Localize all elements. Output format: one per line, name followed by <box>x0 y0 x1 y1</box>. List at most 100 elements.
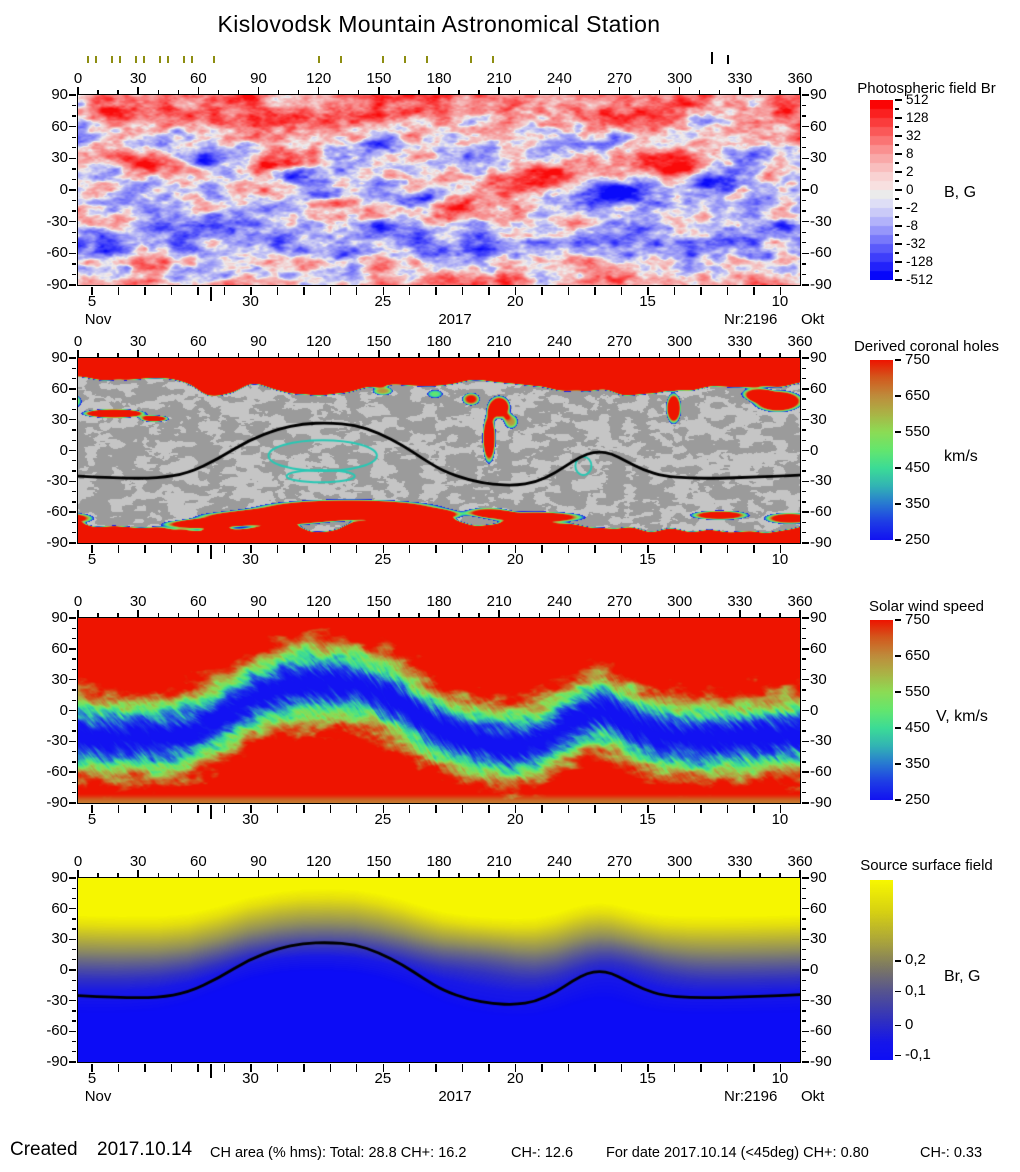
date-axis-day-tick <box>356 287 358 295</box>
y-axis-tick-right <box>802 273 806 276</box>
y-axis-label-left: -30 <box>46 472 68 490</box>
x-axis-tick <box>197 350 200 357</box>
colorbar-minor-tick <box>895 270 899 272</box>
x-axis-tick <box>77 87 79 94</box>
x-axis-tick-label: 90 <box>250 70 267 87</box>
colorbar-minor-tick <box>895 198 899 200</box>
x-axis-tick <box>578 613 581 617</box>
date-axis-label: 20 <box>506 293 524 310</box>
y-axis-tick-left <box>72 377 76 380</box>
y-axis-tick-left <box>72 210 76 212</box>
y-axis-tick-right <box>802 802 809 804</box>
x-axis-tick <box>779 353 781 357</box>
date-axis-day-tick <box>170 1064 173 1072</box>
y-axis-tick-left <box>72 959 76 961</box>
y-axis-tick-left <box>72 897 76 900</box>
y-axis-label-right: -30 <box>810 472 832 490</box>
date-axis-day-tick <box>461 287 464 295</box>
photospheric-map <box>76 93 801 286</box>
x-axis-tick <box>739 87 741 94</box>
y-axis-tick-right <box>802 627 806 629</box>
x-axis-tick <box>598 90 601 94</box>
y-axis-label-left: -60 <box>46 763 68 781</box>
date-axis-label: 15 <box>639 551 656 568</box>
x-axis-tick <box>177 353 179 357</box>
x-axis-tick <box>518 90 520 94</box>
date-axis-day-tick <box>461 805 464 813</box>
x-axis-tick-label: 180 <box>426 853 452 870</box>
date-axis-day-tick <box>753 805 755 813</box>
y-axis-label-right: 90 <box>810 869 827 886</box>
y-axis-label-left: -30 <box>46 212 68 230</box>
x-axis-tick <box>338 873 340 877</box>
x-axis-tick <box>799 610 801 617</box>
x-axis-tick-label: 60 <box>189 853 207 870</box>
date-axis-day-tick <box>594 805 596 813</box>
y-axis-tick-right <box>802 511 809 513</box>
x-axis-tick-label: 180 <box>426 333 452 350</box>
y-axis-tick-left <box>69 877 76 879</box>
y-axis-label-left: 30 <box>51 149 68 167</box>
y-axis-tick-right <box>802 210 806 212</box>
y-axis-tick-left <box>72 178 76 181</box>
date-axis-label: 30 <box>242 811 259 828</box>
x-axis-tick <box>398 613 400 617</box>
colorbar-tick-label: 0,1 <box>905 981 926 999</box>
colorbar-minor-tick <box>895 144 899 146</box>
x-axis-tick <box>338 353 340 357</box>
observation-marker-tick-black <box>710 52 713 64</box>
date-axis-day-tick <box>673 805 676 813</box>
date-axis-day-tick <box>488 287 490 295</box>
x-axis-tick-label: 90 <box>250 853 267 870</box>
y-axis-tick-left <box>72 989 76 992</box>
observation-marker-tick <box>95 56 98 63</box>
date-axis-day-tick <box>488 545 490 553</box>
colorbar-tick-label: 2 <box>906 164 914 179</box>
date-axis-label: 10 <box>771 811 789 828</box>
colorbar <box>870 360 893 540</box>
date-axis-day-tick <box>303 287 305 295</box>
x-axis-tick <box>317 87 320 94</box>
x-axis-tick <box>719 90 721 94</box>
date-axis-day-tick <box>779 1064 782 1072</box>
source-surface-map <box>76 876 801 1063</box>
y-axis-tick-left <box>69 907 76 910</box>
source-surface-colorbar <box>870 880 893 1060</box>
date-axis-day-tick <box>620 545 623 553</box>
y-axis-label-right: -30 <box>810 212 832 230</box>
colorbar-minor-tick <box>895 180 899 182</box>
photospheric-map-canvas <box>77 94 800 285</box>
x-axis-tick <box>598 613 601 617</box>
x-axis-tick <box>799 870 801 877</box>
x-axis-tick-label: 300 <box>667 853 693 870</box>
y-axis-tick-left <box>69 1061 76 1063</box>
date-axis-label: 30 <box>242 551 259 568</box>
x-axis-tick <box>438 870 440 877</box>
y-axis-label-right: 30 <box>810 670 827 688</box>
date-axis-day-tick <box>223 287 226 295</box>
observation-marker-tick <box>111 56 114 63</box>
y-axis-tick-right <box>802 689 806 691</box>
date-axis-day-tick <box>594 545 596 553</box>
date-axis-day-tick <box>144 805 146 813</box>
colorbar-tick <box>895 799 901 801</box>
x-axis-tick <box>779 613 781 617</box>
y-axis-tick-right <box>802 907 809 910</box>
date-axis-day-tick <box>250 287 252 295</box>
y-axis-tick-left <box>69 938 76 941</box>
x-axis-tick <box>277 613 280 617</box>
date-axis-day-tick <box>514 805 517 813</box>
x-axis-tick <box>558 610 561 617</box>
colorbar-tick <box>895 1054 901 1057</box>
x-axis-tick <box>478 613 480 617</box>
date-axis-day-tick <box>673 287 676 295</box>
source-surface-unit-label: Br, G <box>944 968 981 985</box>
observation-marker-tick <box>425 56 428 63</box>
colorbar-tick <box>895 279 902 281</box>
y-axis-tick-left <box>69 480 76 483</box>
y-axis-tick-right <box>802 720 806 722</box>
x-axis-tick <box>277 873 280 877</box>
x-axis-tick-label: 0 <box>73 593 83 610</box>
y-axis-label-right: 90 <box>810 609 827 626</box>
y-axis-label-right: -90 <box>810 534 832 551</box>
